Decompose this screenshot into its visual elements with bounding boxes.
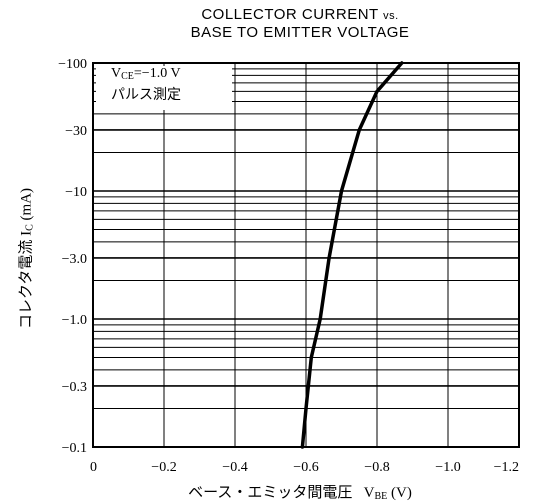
x-label-jp: ベース・エミッタ間電圧	[188, 485, 353, 501]
y-tick-label: −30	[65, 124, 87, 139]
y-tick-label: −3.0	[62, 252, 87, 267]
vce-value: =−1.0 V	[133, 66, 181, 81]
y-subscript: C	[24, 224, 36, 231]
pulse-measurement-label: パルス測定	[111, 88, 181, 103]
x-tick-label: −0.8	[364, 460, 389, 475]
ic-vbe-curve	[300, 61, 404, 449]
x-symbol: V	[363, 485, 375, 501]
plot-area-frame	[92, 62, 520, 448]
x-subscript: BE	[374, 491, 388, 502]
y-tick-label: −1.0	[62, 313, 87, 328]
title-vs: vs.	[383, 10, 399, 22]
x-tick-label: −1.2	[494, 460, 519, 475]
x-tick-label: −1.0	[435, 460, 460, 475]
vce-condition: VCE=−1.0 V	[111, 64, 181, 86]
y-tick-label: −0.1	[62, 441, 87, 456]
chart-title-line2: BASE TO EMITTER VOLTAGE	[190, 24, 410, 41]
y-unit: (mA)	[18, 187, 35, 221]
x-tick-label: −0.2	[151, 460, 176, 475]
y-axis-label: コレクタ電流 IC (mA)	[15, 179, 36, 339]
condition-box	[96, 66, 232, 110]
x-tick-label: −0.4	[222, 460, 247, 475]
x-unit: (V)	[391, 485, 412, 501]
x-tick-label: 0	[90, 460, 97, 475]
y-label-jp: コレクタ電流	[18, 239, 35, 330]
measurement-condition: VCE=−1.0 V パルス測定	[111, 64, 181, 105]
vce-symbol: V	[111, 66, 122, 81]
y-symbol: I	[18, 230, 35, 236]
y-tick-label: −100	[58, 57, 87, 72]
chart-title-line1: COLLECTOR CURRENT vs.	[150, 6, 450, 23]
title-main: COLLECTOR CURRENT	[201, 6, 379, 23]
x-tick-label: −0.6	[293, 460, 318, 475]
y-tick-label: −0.3	[62, 380, 87, 395]
y-tick-label: −10	[65, 185, 87, 200]
vce-subscript: CE	[121, 71, 134, 82]
x-axis-label: ベース・エミッタ間電圧 VBE (V)	[150, 481, 450, 502]
